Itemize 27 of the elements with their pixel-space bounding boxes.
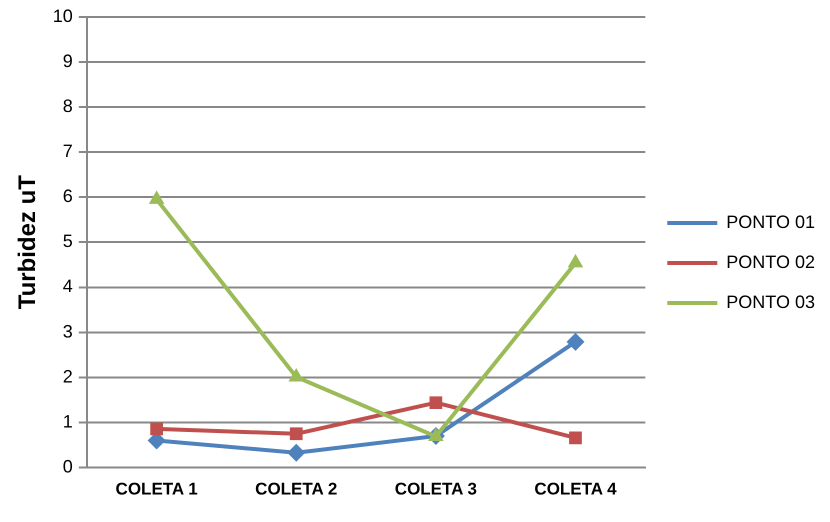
point: [150, 422, 163, 436]
point: [569, 431, 582, 444]
x-tick-label: COLETA 1: [116, 479, 198, 498]
x-tick-label: COLETA 2: [255, 479, 338, 498]
y-tick-label: 4: [62, 276, 73, 296]
legend-label: PONTO 03: [726, 292, 816, 312]
y-tick-label: 8: [62, 96, 73, 116]
y-tick-label: 5: [62, 231, 73, 252]
y-tick-label: 7: [62, 141, 73, 162]
y-tick-label: 0: [62, 456, 73, 477]
point: [430, 396, 442, 410]
y-tick-label: 10: [52, 6, 73, 26]
x-tick-label: COLETA 3: [394, 479, 477, 498]
x-tick-label: COLETA 4: [534, 479, 618, 498]
y-tick-label: 6: [62, 186, 73, 206]
legend-label: PONTO 01: [726, 212, 816, 232]
y-tick-label: 3: [62, 321, 73, 342]
legend-label: PONTO 02: [726, 252, 816, 272]
point: [287, 444, 306, 462]
y-tick-label: 9: [62, 50, 73, 71]
point: [290, 427, 303, 440]
point: [566, 332, 584, 351]
y-tick-label: 2: [62, 366, 73, 386]
y-axis-title: Turbidez uT: [14, 174, 42, 310]
y-tick-label: 1: [62, 411, 73, 432]
point: [568, 254, 584, 268]
point: [148, 190, 164, 204]
